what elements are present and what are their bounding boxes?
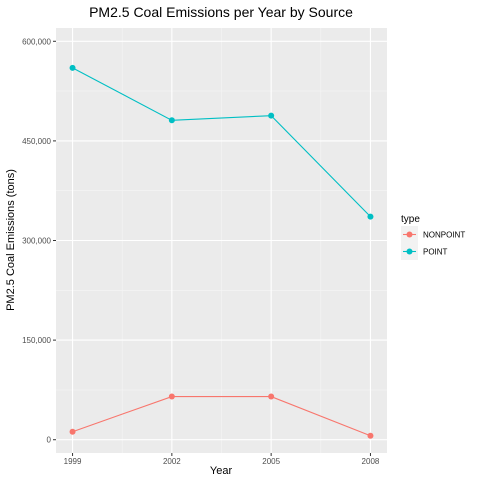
data-point-point xyxy=(268,112,275,119)
y-tick-label: 150,000 xyxy=(22,336,51,345)
legend-title: type xyxy=(401,214,420,225)
legend: type NONPOINT POINT xyxy=(401,214,465,260)
y-tick-label: 300,000 xyxy=(22,237,51,246)
legend-label-nonpoint: NONPOINT xyxy=(423,231,465,240)
grid-major xyxy=(56,28,387,453)
series-line-nonpoint xyxy=(72,396,371,437)
x-tick-label: 1999 xyxy=(64,457,82,466)
y-tick-label: 450,000 xyxy=(22,137,51,146)
x-tick-label: 2002 xyxy=(163,457,181,466)
y-axis: 0 150,000 300,000 450,000 600,000 xyxy=(22,37,56,445)
series-layer xyxy=(69,64,374,439)
data-point-nonpoint xyxy=(268,393,275,400)
data-point-point xyxy=(69,64,76,71)
y-tick-label: 600,000 xyxy=(22,37,51,46)
series-line-point xyxy=(72,67,371,217)
data-point-point xyxy=(367,213,374,220)
legend-label-point: POINT xyxy=(423,248,448,257)
x-tick-label: 2008 xyxy=(362,457,380,466)
data-point-nonpoint xyxy=(367,432,374,439)
x-axis-title: Year xyxy=(210,465,233,477)
y-axis-title: PM2.5 Coal Emissions (tons) xyxy=(5,169,17,311)
data-point-point xyxy=(168,117,175,124)
data-point-nonpoint xyxy=(168,393,175,400)
y-tick-label: 0 xyxy=(47,436,52,445)
legend-key-point-nonpoint xyxy=(406,231,413,238)
chart-title: PM2.5 Coal Emissions per Year by Source xyxy=(89,4,353,20)
x-axis: 1999 2002 2005 2008 xyxy=(64,453,380,466)
data-point-nonpoint xyxy=(69,428,76,435)
x-tick-label: 2005 xyxy=(262,457,280,466)
legend-key-point-point xyxy=(406,248,413,255)
